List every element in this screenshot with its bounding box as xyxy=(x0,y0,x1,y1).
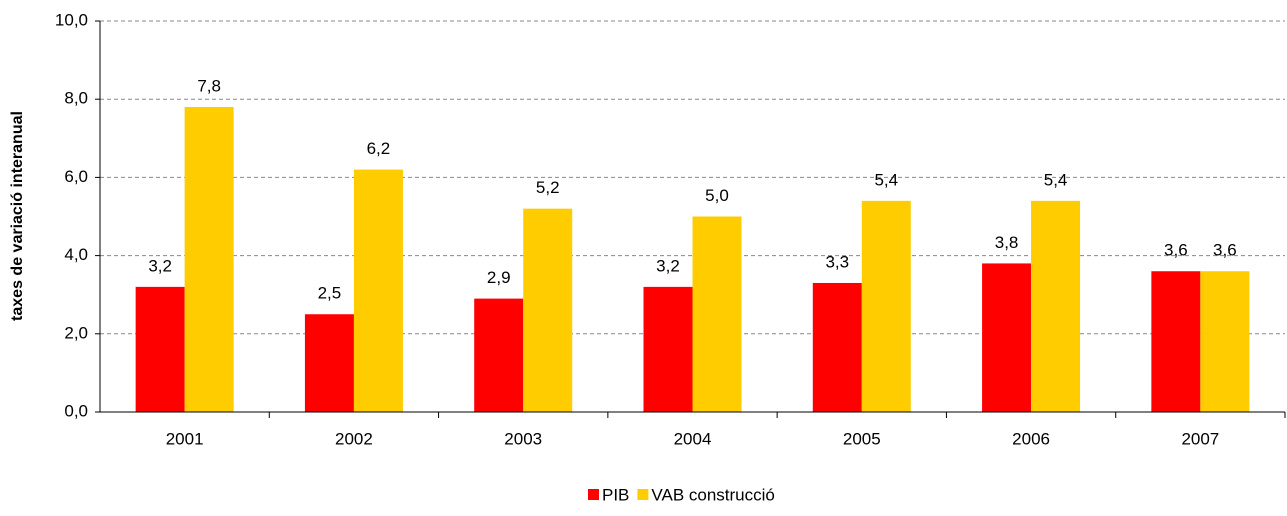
value-label: 3,2 xyxy=(148,256,172,275)
bar xyxy=(135,286,185,412)
legend-swatch xyxy=(637,489,649,500)
x-tick-label: 2006 xyxy=(1012,429,1050,448)
bar xyxy=(353,169,403,412)
y-tick-label: 4,0 xyxy=(64,245,88,264)
value-label: 6,2 xyxy=(367,139,391,158)
value-label: 7,8 xyxy=(197,77,221,96)
bar xyxy=(1151,271,1201,412)
value-label: 3,6 xyxy=(1213,241,1237,260)
x-tick-label: 2003 xyxy=(504,429,542,448)
bar xyxy=(1200,271,1250,412)
bar xyxy=(643,286,693,412)
value-label: 3,2 xyxy=(656,256,680,275)
legend-swatch xyxy=(588,489,599,500)
y-axis-label: taxes de variació interanual xyxy=(9,111,26,321)
legend-label: PIB xyxy=(602,485,629,504)
value-label: 3,3 xyxy=(825,252,849,271)
x-tick-label: 2004 xyxy=(674,429,712,448)
legend-label: VAB construcció xyxy=(651,485,774,504)
bar xyxy=(812,282,862,412)
value-label: 5,2 xyxy=(536,178,560,197)
value-label: 3,6 xyxy=(1164,241,1188,260)
y-tick-label: 6,0 xyxy=(64,167,88,186)
x-tick-label: 2001 xyxy=(166,429,204,448)
bar xyxy=(692,216,742,412)
bar xyxy=(184,107,234,413)
bar xyxy=(304,314,354,412)
bar xyxy=(1031,200,1081,412)
value-label: 5,4 xyxy=(874,170,898,189)
y-tick-label: 0,0 xyxy=(64,401,88,420)
y-tick-label: 2,0 xyxy=(64,323,88,342)
bar xyxy=(523,208,573,412)
value-label: 3,8 xyxy=(995,233,1019,252)
x-tick-label: 2007 xyxy=(1181,429,1219,448)
bar xyxy=(982,263,1032,412)
value-label: 5,4 xyxy=(1044,170,1068,189)
value-label: 2,9 xyxy=(487,268,511,287)
bar xyxy=(474,298,524,412)
x-tick-label: 2005 xyxy=(843,429,881,448)
y-tick-label: 10,0 xyxy=(55,10,88,29)
x-tick-label: 2002 xyxy=(335,429,373,448)
value-label: 5,0 xyxy=(705,186,729,205)
bar xyxy=(861,200,911,412)
value-label: 2,5 xyxy=(318,284,342,303)
y-tick-label: 8,0 xyxy=(64,89,88,108)
